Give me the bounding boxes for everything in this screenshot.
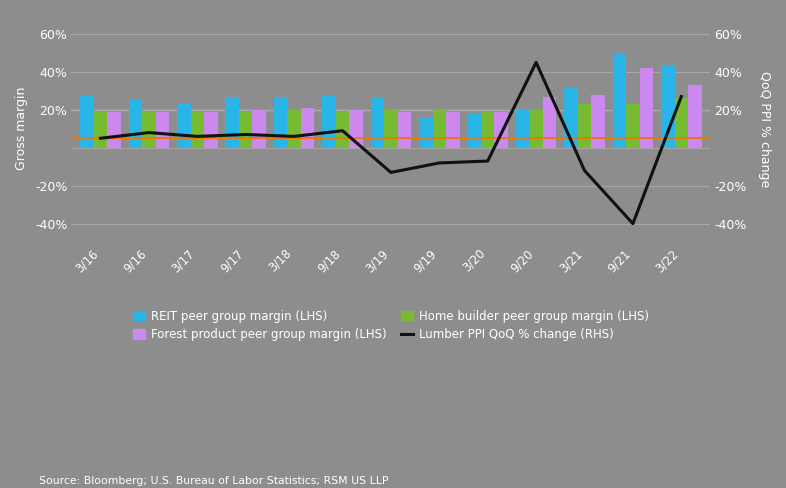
Legend: REIT peer group margin (LHS), Forest product peer group margin (LHS), Home build: REIT peer group margin (LHS), Forest pro… [134, 309, 648, 342]
Bar [204, 112, 218, 148]
Bar [142, 112, 156, 148]
Bar [226, 97, 239, 148]
Bar [481, 112, 494, 148]
Bar [80, 95, 94, 148]
Bar [252, 110, 266, 148]
Bar [578, 104, 591, 148]
Bar [446, 112, 460, 148]
Bar [529, 110, 543, 148]
Bar [398, 112, 411, 148]
Bar [419, 118, 432, 148]
Bar [288, 110, 301, 148]
Bar [432, 110, 446, 148]
Text: Source: Bloomberg; U.S. Bureau of Labor Statistics; RSM US LLP: Source: Bloomberg; U.S. Bureau of Labor … [39, 476, 389, 486]
Bar [688, 85, 702, 148]
Bar [612, 53, 626, 148]
Bar [516, 110, 529, 148]
Bar [94, 112, 108, 148]
Bar [370, 99, 384, 148]
Bar [543, 97, 556, 148]
Bar [274, 97, 288, 148]
Bar [674, 99, 688, 148]
Bar [349, 110, 363, 148]
Bar [177, 104, 190, 148]
Bar [591, 95, 605, 148]
Bar [564, 87, 578, 148]
Bar [626, 104, 640, 148]
Y-axis label: Gross margin: Gross margin [15, 87, 28, 170]
Bar [190, 112, 204, 148]
Bar [336, 112, 349, 148]
Bar [322, 95, 336, 148]
Bar [129, 101, 142, 148]
Bar [156, 112, 169, 148]
Bar [468, 114, 481, 148]
Y-axis label: QoQ PPI % change: QoQ PPI % change [758, 71, 771, 187]
Bar [384, 110, 398, 148]
Bar [640, 68, 653, 148]
Bar [661, 66, 674, 148]
Bar [301, 108, 314, 148]
Bar [239, 112, 252, 148]
Bar [108, 112, 121, 148]
Bar [494, 112, 508, 148]
